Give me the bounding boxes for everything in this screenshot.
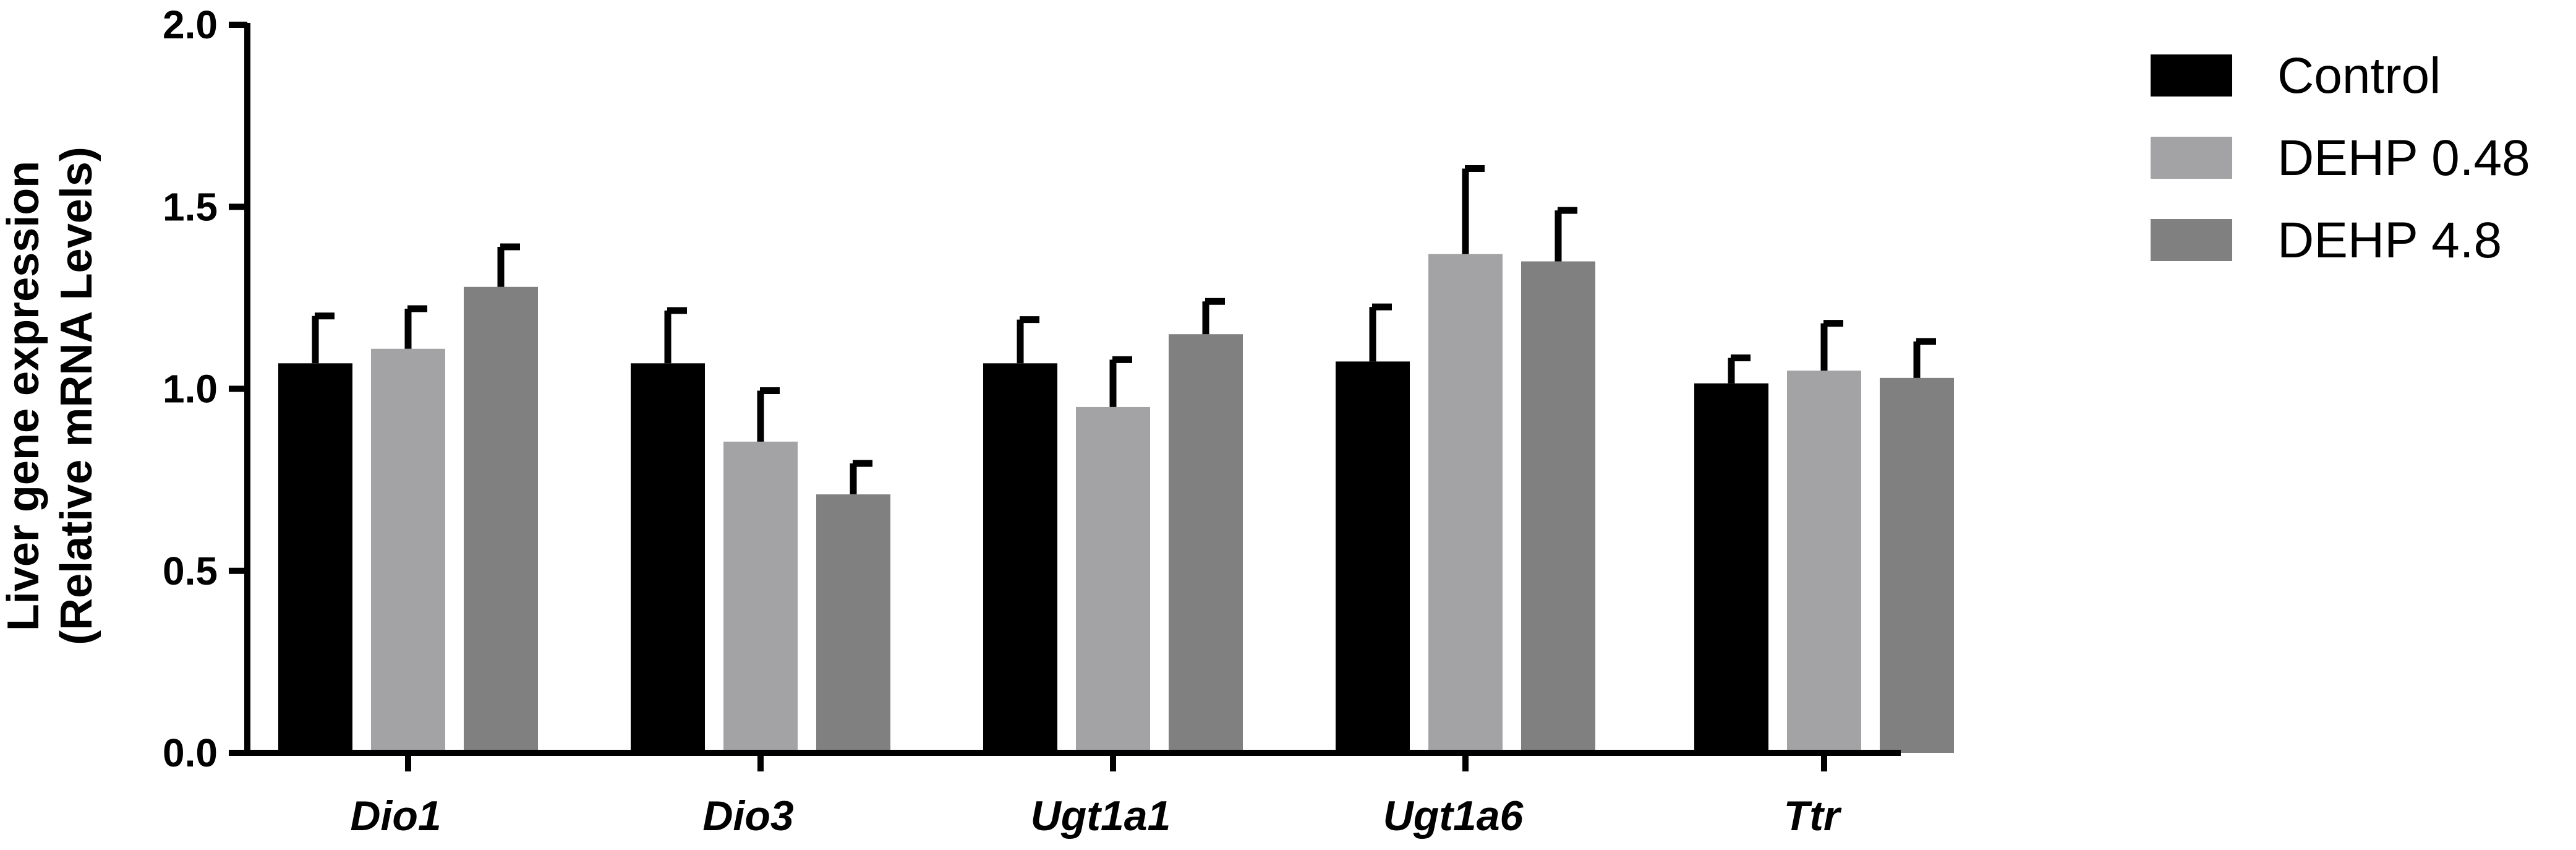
- bar: [278, 363, 352, 753]
- bar: [1787, 371, 1861, 753]
- x-tick-label: Dio1: [350, 792, 441, 839]
- y-tick-label: 1.5: [163, 184, 218, 229]
- legend-label: DEHP 4.8: [2277, 212, 2502, 268]
- bar: [816, 494, 890, 753]
- x-tick-label: Ugt1a1: [1031, 792, 1171, 839]
- y-tick-label: 2.0: [163, 2, 218, 47]
- bar: [1428, 254, 1503, 753]
- y-axis-label: Liver gene expression (Relative mRNA Lev…: [0, 147, 101, 645]
- x-tick-label: Ugt1a6: [1383, 792, 1524, 839]
- bar: [1336, 361, 1410, 753]
- legend-label: DEHP 0.48: [2277, 130, 2530, 186]
- y-tick-label: 0.0: [163, 731, 218, 775]
- bar: [723, 441, 798, 753]
- bar: [371, 348, 445, 753]
- legend-swatch: [2151, 54, 2232, 97]
- bar: [631, 363, 705, 753]
- y-tick-label: 1.0: [163, 367, 218, 411]
- y-axis-label-line1: Liver gene expression: [0, 161, 48, 631]
- y-axis-label-line2: (Relative mRNA Levels): [52, 147, 101, 645]
- x-tick-label: Ttr: [1784, 792, 1842, 839]
- y-tick-label: 0.5: [163, 549, 218, 593]
- legend-label: Control: [2277, 48, 2441, 104]
- bar: [464, 286, 538, 753]
- bar: [1694, 383, 1768, 753]
- bar: [1169, 334, 1243, 753]
- legend-swatch: [2151, 219, 2232, 261]
- legend: Control DEHP 0.48 DEHP 4.8: [2151, 48, 2530, 268]
- bar: [983, 363, 1057, 753]
- legend-swatch: [2151, 137, 2232, 179]
- bar: [1076, 406, 1150, 753]
- bar: [1880, 377, 1954, 753]
- bar: [1521, 261, 1595, 753]
- plot-area: 0.0 0.5 1.0 1.5 2.0 Dio1 Dio3 Ugt1a1 Ugt1a6 Ttr: [163, 2, 1954, 839]
- x-tick-label: Dio3: [702, 792, 794, 839]
